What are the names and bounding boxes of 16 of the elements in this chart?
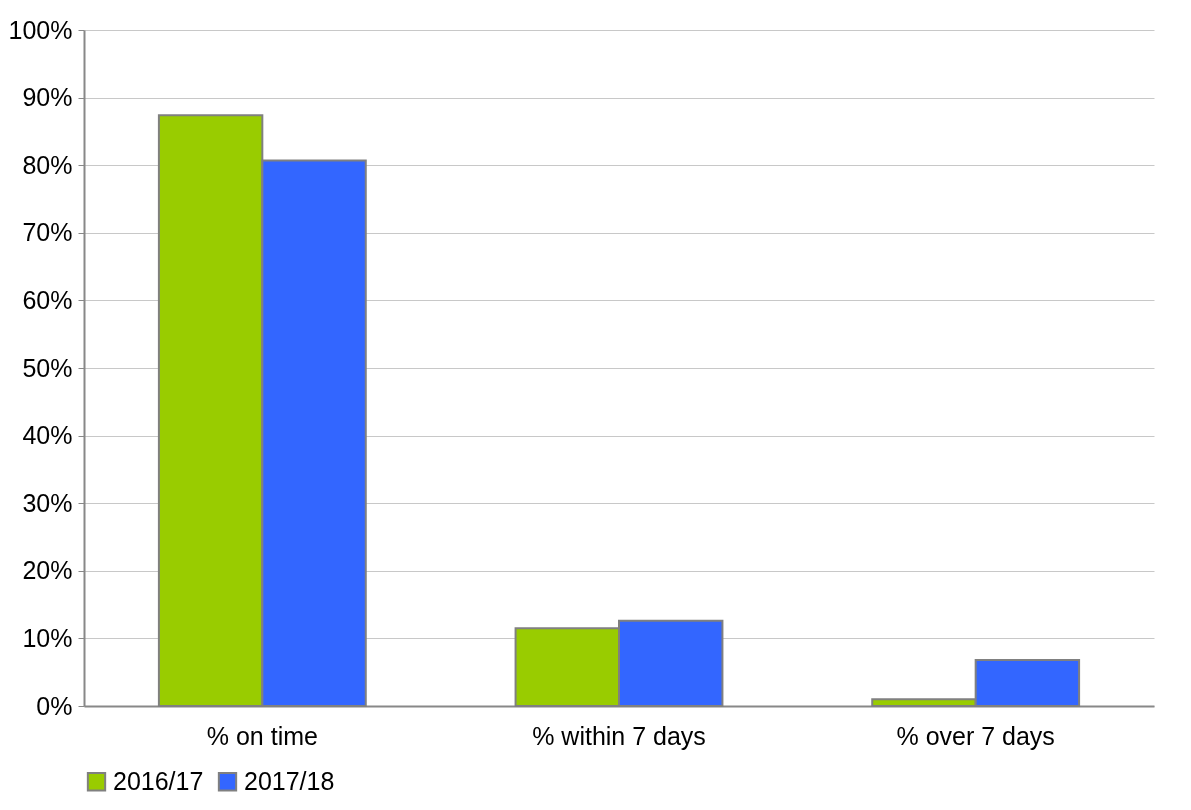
y-tick-label: 90% <box>22 83 73 112</box>
y-tick-label: 70% <box>22 218 73 247</box>
y-tick-label: 10% <box>22 623 73 652</box>
x-tick-label: % within 7 days <box>532 721 706 750</box>
y-tick-label: 30% <box>22 488 73 517</box>
legend-label: 2016/17 <box>113 766 204 795</box>
y-tick-label: 40% <box>22 421 73 450</box>
y-tick-label: 100% <box>8 15 73 44</box>
x-tick-label: % over 7 days <box>896 721 1055 750</box>
y-tick-label: 20% <box>22 556 73 585</box>
y-tick-label: 60% <box>22 285 73 314</box>
y-tick-label: 0% <box>36 691 73 720</box>
legend-label: 2017/18 <box>244 766 335 795</box>
y-tick-label: 50% <box>22 353 73 382</box>
y-tick-label: 80% <box>22 150 73 179</box>
x-tick-label: % on time <box>206 721 318 750</box>
